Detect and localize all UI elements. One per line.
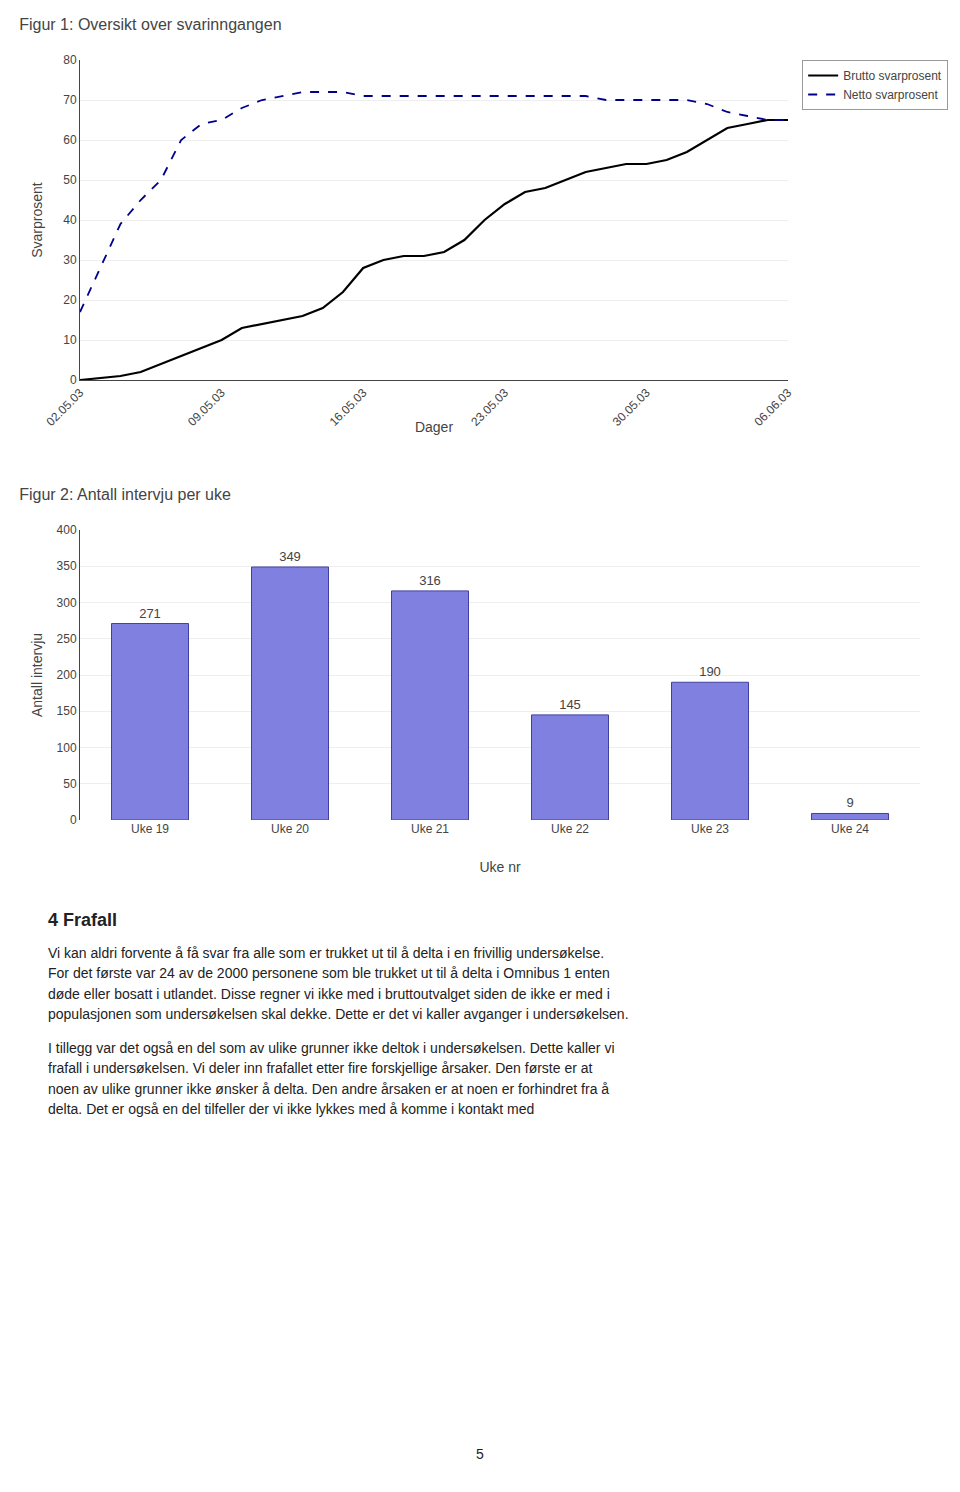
svg-text:Svarprosent: Svarprosent xyxy=(29,182,45,258)
svg-text:60: 60 xyxy=(63,133,77,147)
html-text:5: 5 xyxy=(476,1446,484,1462)
svg-text:40: 40 xyxy=(63,213,77,227)
svg-text:10: 10 xyxy=(63,333,77,347)
svg-text:50: 50 xyxy=(63,777,77,791)
svg-text:Uke 19: Uke 19 xyxy=(131,822,169,836)
svg-text:Uke 22: Uke 22 xyxy=(551,822,589,836)
svg-text:20: 20 xyxy=(63,293,77,307)
svg-text:Figur 1: Oversikt over svarinn: Figur 1: Oversikt over svarinngangen xyxy=(19,16,281,33)
svg-text:06.06.03: 06.06.03 xyxy=(751,386,794,429)
svg-text:Netto svarprosent: Netto svarprosent xyxy=(843,88,938,102)
svg-text:400: 400 xyxy=(57,523,77,537)
svg-text:80: 80 xyxy=(63,53,77,67)
svg-text:Antall intervju: Antall intervju xyxy=(29,633,45,717)
svg-text:30: 30 xyxy=(63,253,77,267)
svg-text:Uke 20: Uke 20 xyxy=(271,822,309,836)
svg-text:Brutto svarprosent: Brutto svarprosent xyxy=(843,69,942,83)
svg-text:316: 316 xyxy=(419,573,441,588)
svg-text:Figur 2: Antall intervju per u: Figur 2: Antall intervju per uke xyxy=(19,486,231,503)
svg-text:09.05.03: 09.05.03 xyxy=(185,386,228,429)
svg-text:Dager: Dager xyxy=(415,419,453,435)
svg-text:0: 0 xyxy=(70,813,77,827)
svg-text:9: 9 xyxy=(846,795,853,810)
svg-text:150: 150 xyxy=(57,704,77,718)
html-text:I tillegg var det også en del: I tillegg var det også en del som av uli… xyxy=(48,1040,615,1118)
svg-text:Uke nr: Uke nr xyxy=(479,859,521,875)
svg-text:70: 70 xyxy=(63,93,77,107)
svg-text:100: 100 xyxy=(57,741,77,755)
svg-text:271: 271 xyxy=(139,606,161,621)
svg-text:0: 0 xyxy=(70,373,77,387)
svg-text:250: 250 xyxy=(57,632,77,646)
svg-text:349: 349 xyxy=(279,549,301,564)
svg-text:Uke 21: Uke 21 xyxy=(411,822,449,836)
svg-text:200: 200 xyxy=(57,668,77,682)
svg-text:300: 300 xyxy=(57,596,77,610)
html-text:Vi kan aldri forvente å få sva: Vi kan aldri forvente å få svar fra alle… xyxy=(48,945,629,1022)
svg-text:Uke 23: Uke 23 xyxy=(691,822,729,836)
html-text:4 Frafall: 4 Frafall xyxy=(48,910,117,930)
svg-text:16.05.03: 16.05.03 xyxy=(327,386,370,429)
svg-text:190: 190 xyxy=(699,664,721,679)
svg-text:02.05.03: 02.05.03 xyxy=(43,386,86,429)
svg-text:50: 50 xyxy=(63,173,77,187)
svg-text:145: 145 xyxy=(559,697,581,712)
svg-text:30.05.03: 30.05.03 xyxy=(610,386,653,429)
svg-text:23.05.03: 23.05.03 xyxy=(468,386,511,429)
svg-text:350: 350 xyxy=(57,559,77,573)
svg-text:Uke 24: Uke 24 xyxy=(831,822,869,836)
